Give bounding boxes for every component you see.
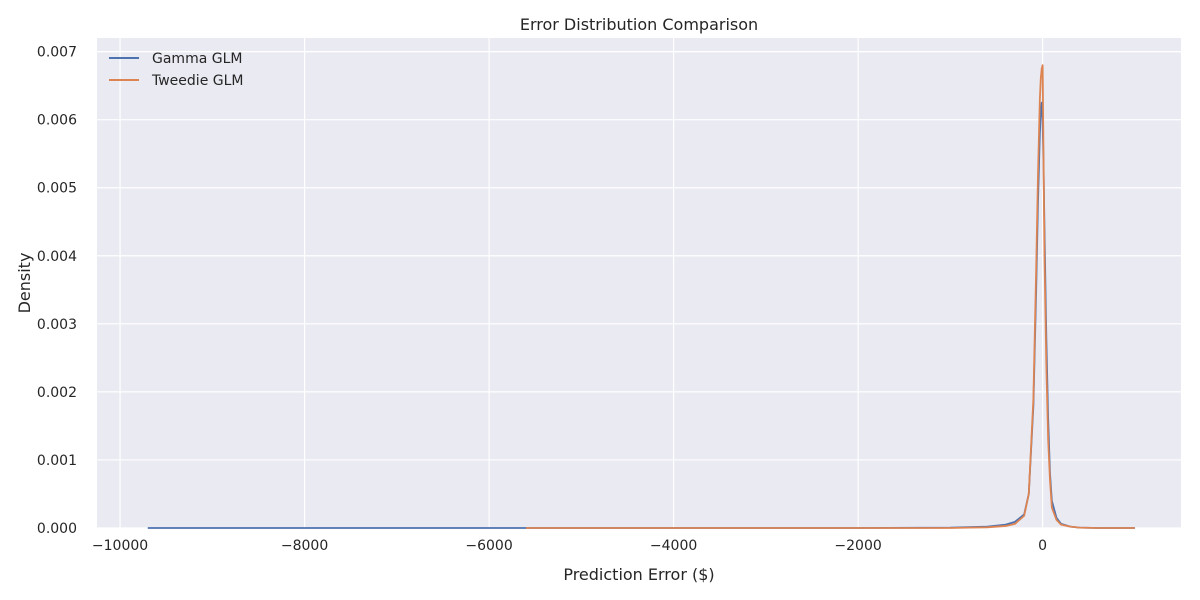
y-tick-label: 0.001 <box>37 453 77 469</box>
x-tick-label: −10000 <box>92 538 148 554</box>
x-axis-label: Prediction Error ($) <box>563 565 714 584</box>
y-tick-label: 0.000 <box>37 521 77 537</box>
y-tick-label: 0.002 <box>37 385 77 401</box>
x-tick-label: −8000 <box>281 538 328 554</box>
plot-background <box>97 38 1181 528</box>
y-tick-label: 0.007 <box>37 45 77 61</box>
legend-label: Gamma GLM <box>152 51 242 67</box>
y-tick-label: 0.006 <box>37 113 77 129</box>
x-tick-label: −6000 <box>465 538 512 554</box>
y-tick-label: 0.005 <box>37 181 77 197</box>
x-tick-label: −4000 <box>650 538 697 554</box>
y-tick-label: 0.004 <box>37 249 77 265</box>
legend: Gamma GLM Tweedie GLM <box>109 51 243 89</box>
y-axis-label: Density <box>15 253 34 314</box>
x-tick-label: 0 <box>1038 538 1047 554</box>
series-lines <box>147 64 1135 529</box>
legend-label: Tweedie GLM <box>151 73 243 89</box>
chart-title: Error Distribution Comparison <box>520 15 758 34</box>
y-tick-label: 0.003 <box>37 317 77 333</box>
series-line-tweedie-glm <box>525 64 1135 529</box>
x-tick-label: −2000 <box>834 538 881 554</box>
tick-labels: −10000 −8000 −6000 −4000 −2000 0 0.000 0.001 0.0… <box>37 45 1047 554</box>
